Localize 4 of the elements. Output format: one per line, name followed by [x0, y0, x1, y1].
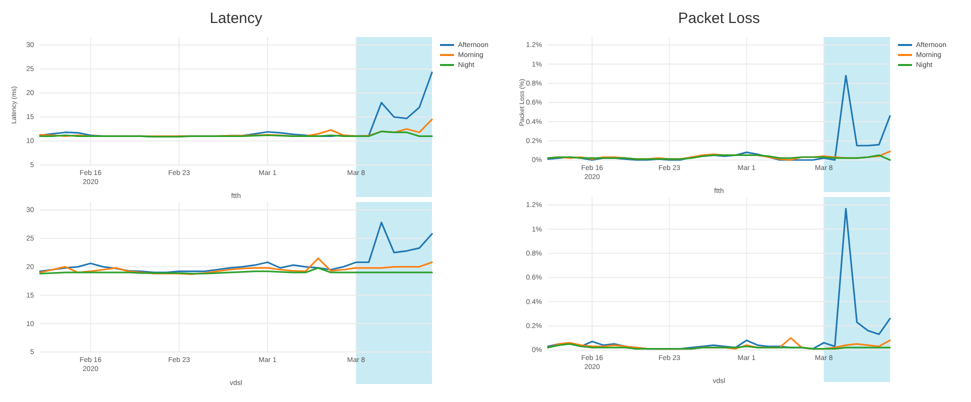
line-series	[39, 257, 433, 275]
chart-title: Packet Loss	[678, 10, 760, 27]
line-series	[39, 222, 433, 274]
chart-title: Latency	[210, 10, 263, 27]
